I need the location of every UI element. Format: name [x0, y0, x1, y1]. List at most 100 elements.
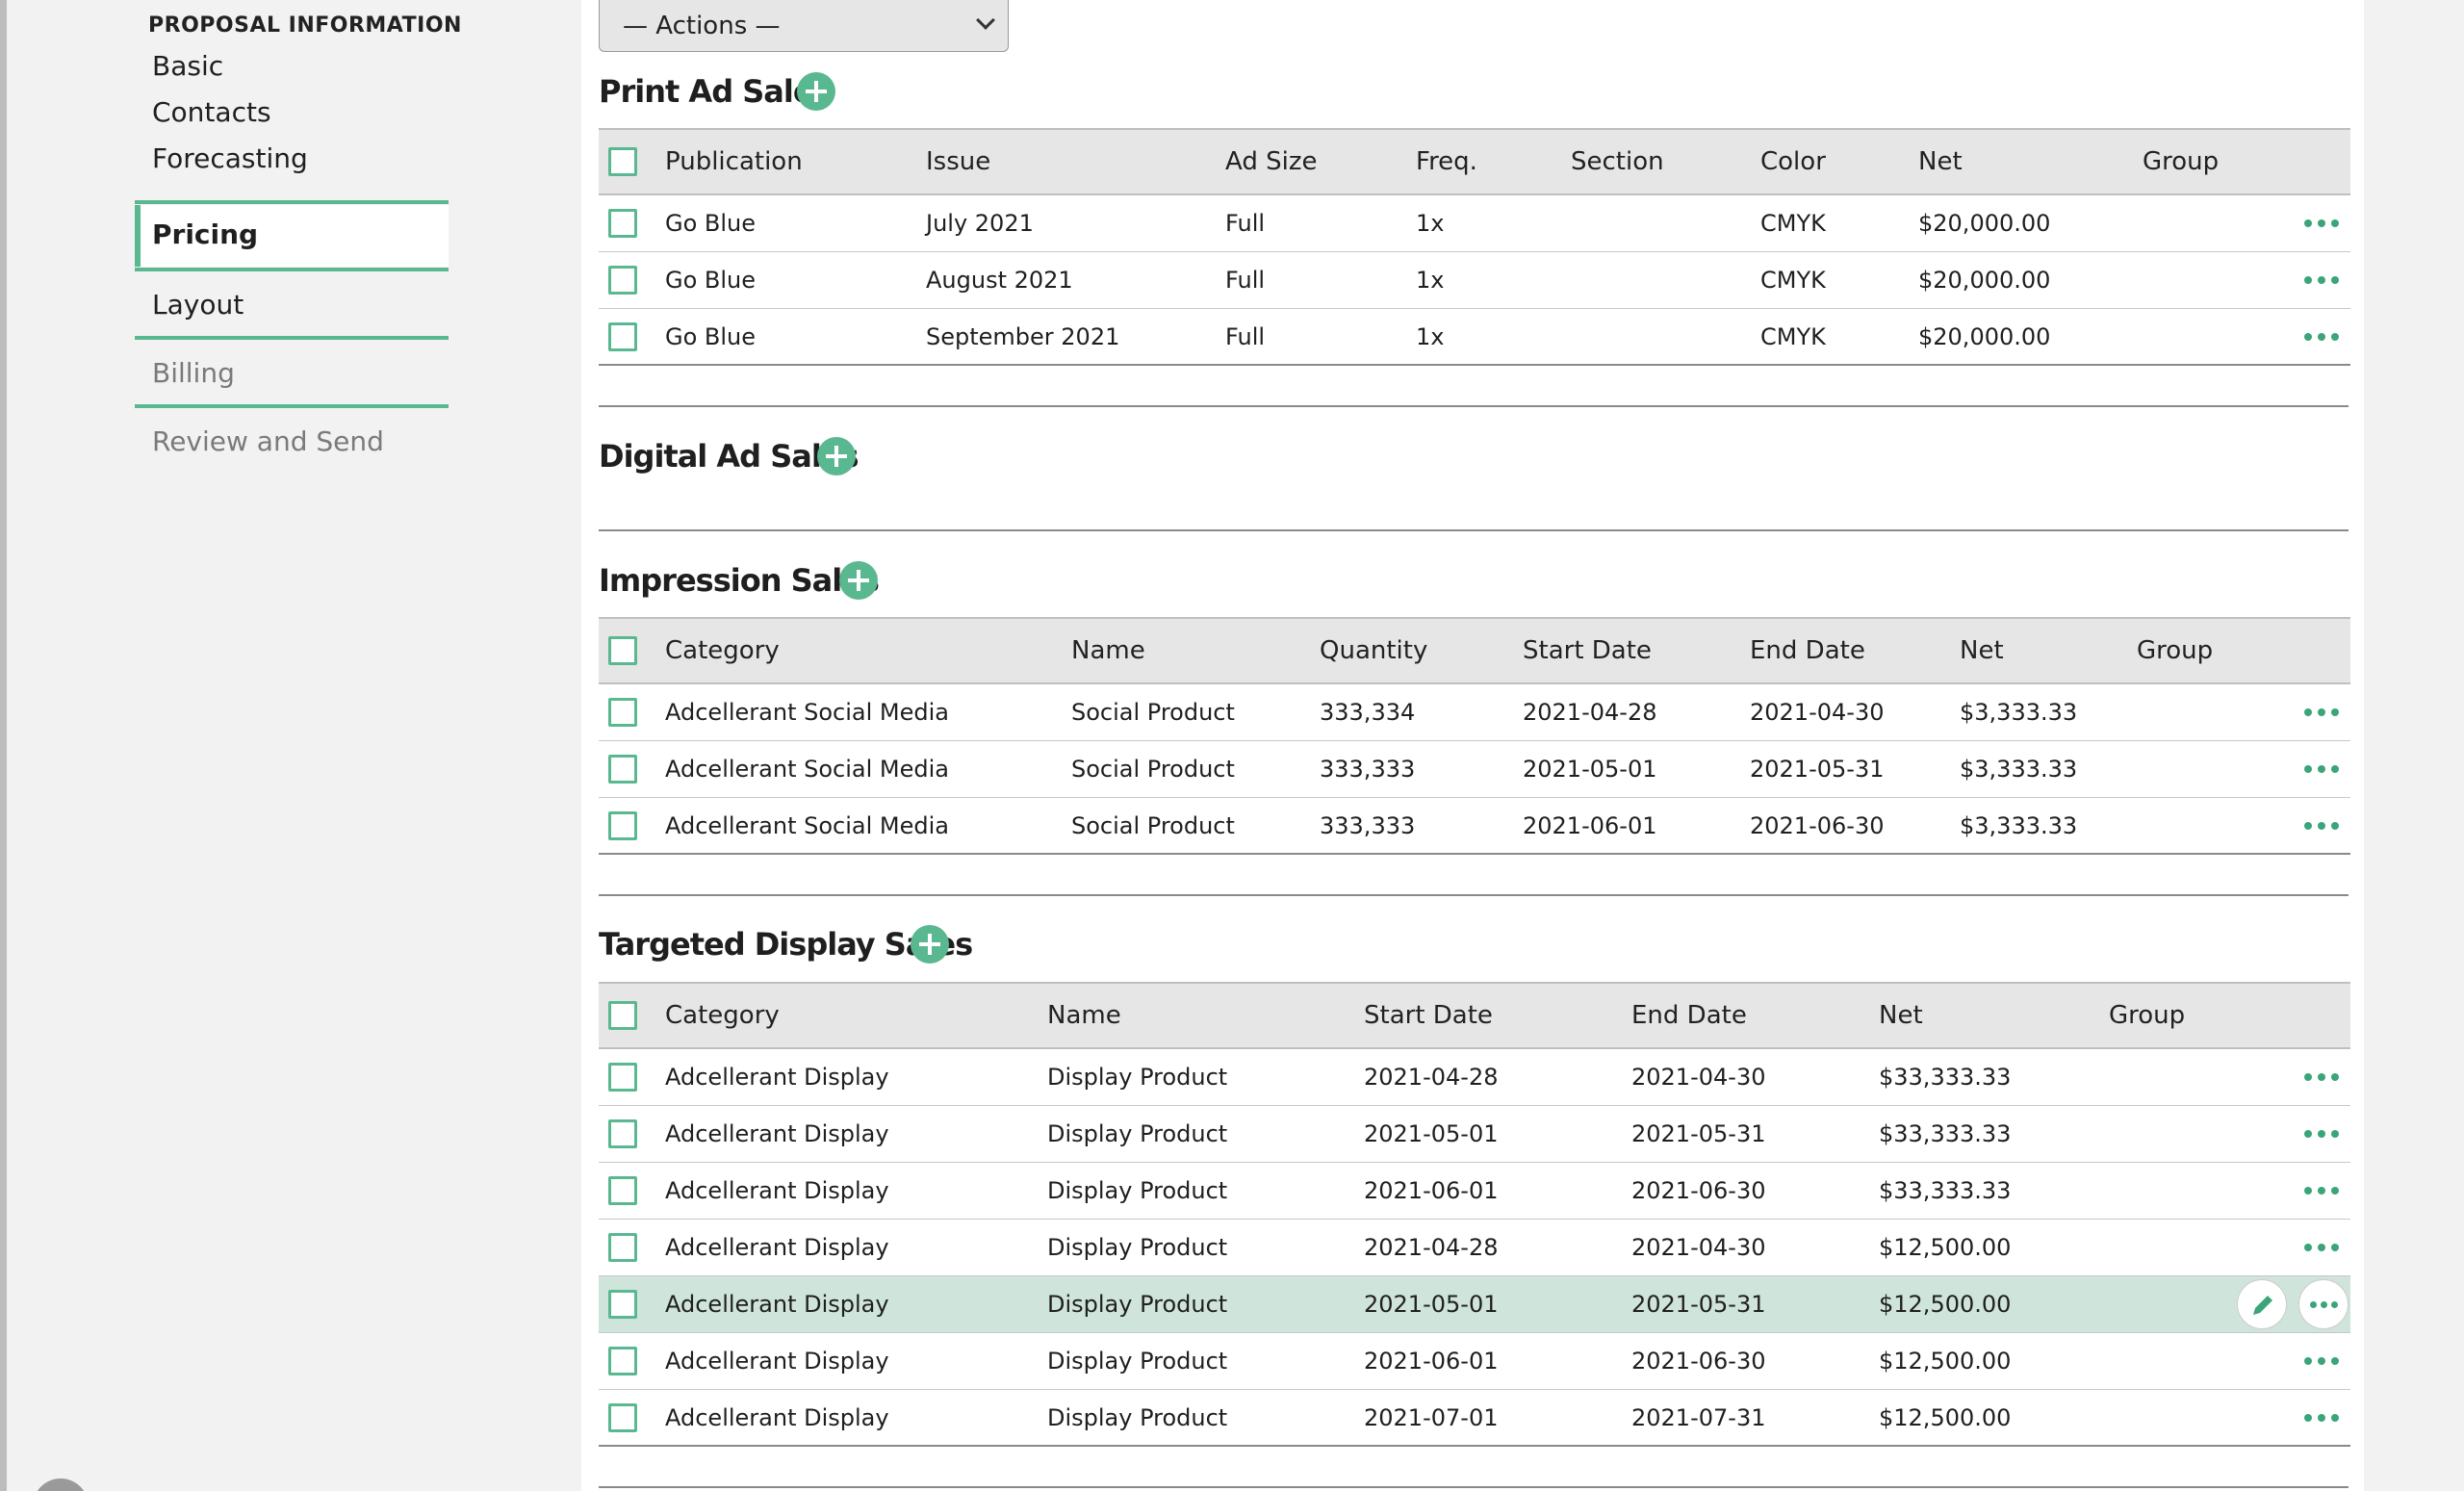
- cell-category: Adcellerant Display: [665, 1234, 889, 1261]
- table-row[interactable]: Adcellerant Display Display Product 2021…: [599, 1390, 2350, 1447]
- cell-publication: Go Blue: [665, 210, 757, 237]
- sidebar-divider: [135, 404, 449, 408]
- cell-color: CMYK: [1760, 267, 1826, 294]
- ellipsis-icon[interactable]: [2302, 275, 2341, 285]
- targeted-display-table: Category Name Start Date End Date Net Gr…: [599, 982, 2350, 1447]
- row-checkbox[interactable]: [608, 810, 637, 840]
- table-row[interactable]: Go Blue August 2021 Full 1x CMYK $20,000…: [599, 252, 2350, 309]
- column-header[interactable]: Freq.: [1416, 147, 1477, 176]
- row-checkbox[interactable]: [608, 209, 637, 238]
- column-header[interactable]: Net: [1960, 636, 2004, 665]
- ellipsis-icon[interactable]: [2302, 1186, 2341, 1195]
- ellipsis-icon[interactable]: [2302, 332, 2341, 342]
- row-checkbox[interactable]: [608, 1233, 637, 1262]
- cell-color: CMYK: [1760, 210, 1826, 237]
- select-all-checkbox[interactable]: [608, 147, 637, 176]
- row-checkbox[interactable]: [608, 266, 637, 295]
- column-header[interactable]: Start Date: [1523, 636, 1652, 665]
- sidebar-item-contacts[interactable]: Contacts: [152, 96, 271, 128]
- table-row[interactable]: Adcellerant Social Media Social Product …: [599, 741, 2350, 798]
- ellipsis-icon[interactable]: [2298, 1279, 2348, 1329]
- column-header[interactable]: Quantity: [1320, 636, 1428, 665]
- cell-start-date: 2021-05-01: [1364, 1120, 1499, 1147]
- column-header[interactable]: Section: [1571, 147, 1664, 176]
- section-divider: [599, 529, 2348, 531]
- column-header[interactable]: Net: [1879, 1001, 1923, 1030]
- ellipsis-icon[interactable]: [2302, 707, 2341, 717]
- row-checkbox[interactable]: [608, 1119, 637, 1148]
- cell-start-date: 2021-05-01: [1523, 756, 1657, 783]
- select-all-checkbox[interactable]: [608, 1001, 637, 1030]
- column-header[interactable]: Group: [2137, 636, 2214, 665]
- select-all-checkbox[interactable]: [608, 636, 637, 665]
- sidebar-divider: [135, 268, 449, 271]
- cell-start-date: 2021-06-01: [1523, 811, 1657, 839]
- cell-end-date: 2021-05-31: [1750, 756, 1885, 783]
- table-row[interactable]: Adcellerant Display Display Product 2021…: [599, 1106, 2350, 1163]
- column-header[interactable]: Group: [2109, 1001, 2186, 1030]
- ellipsis-icon[interactable]: [2302, 1129, 2341, 1139]
- cell-category: Adcellerant Display: [665, 1403, 889, 1431]
- column-header[interactable]: Net: [1918, 147, 1963, 176]
- column-header[interactable]: Ad Size: [1225, 147, 1318, 176]
- column-header[interactable]: End Date: [1631, 1001, 1747, 1030]
- cell-name: Display Product: [1047, 1291, 1228, 1318]
- table-row[interactable]: Adcellerant Social Media Social Product …: [599, 684, 2350, 741]
- ellipsis-icon[interactable]: [2302, 821, 2341, 831]
- column-header[interactable]: Name: [1047, 1001, 1121, 1030]
- table-row[interactable]: Go Blue September 2021 Full 1x CMYK $20,…: [599, 309, 2350, 366]
- column-header[interactable]: Category: [665, 1001, 780, 1030]
- sidebar-step-layout[interactable]: Layout: [152, 289, 244, 321]
- table-row[interactable]: Go Blue July 2021 Full 1x CMYK $20,000.0…: [599, 195, 2350, 252]
- edit-row-button[interactable]: [2237, 1279, 2287, 1329]
- row-checkbox[interactable]: [608, 321, 637, 351]
- actions-select[interactable]: — Actions —: [599, 0, 1009, 52]
- row-checkbox[interactable]: [608, 1347, 637, 1375]
- cell-ad-size: Full: [1225, 267, 1266, 294]
- column-header[interactable]: Category: [665, 636, 780, 665]
- cell-freq: 1x: [1416, 210, 1445, 237]
- cell-ad-size: Full: [1225, 210, 1266, 237]
- ellipsis-icon[interactable]: [2302, 1356, 2341, 1366]
- column-header[interactable]: Group: [2143, 147, 2220, 176]
- ellipsis-icon[interactable]: [2302, 764, 2341, 774]
- cell-end-date: 2021-05-31: [1631, 1291, 1766, 1318]
- column-header[interactable]: End Date: [1750, 636, 1865, 665]
- sidebar-item-forecasting[interactable]: Forecasting: [152, 142, 308, 174]
- column-header[interactable]: Start Date: [1364, 1001, 1493, 1030]
- add-print-ad-button[interactable]: [797, 72, 835, 111]
- table-row[interactable]: Adcellerant Display Display Product 2021…: [599, 1049, 2350, 1106]
- table-row[interactable]: Adcellerant Display Display Product 2021…: [599, 1220, 2350, 1276]
- table-row[interactable]: Adcellerant Display Display Product 2021…: [599, 1333, 2350, 1390]
- ellipsis-icon[interactable]: [2302, 1243, 2341, 1252]
- sidebar-step-pricing[interactable]: Pricing: [135, 205, 449, 267]
- add-targeted-display-button[interactable]: [911, 925, 949, 964]
- sidebar-step-review-and-send: Review and Send: [152, 425, 384, 457]
- table-row-highlighted[interactable]: Adcellerant Display Display Product 2021…: [599, 1276, 2350, 1333]
- table-row[interactable]: Adcellerant Display Display Product 2021…: [599, 1163, 2350, 1220]
- cell-freq: 1x: [1416, 322, 1445, 350]
- ellipsis-icon[interactable]: [2302, 1413, 2341, 1423]
- column-header[interactable]: Name: [1071, 636, 1145, 665]
- cell-start-date: 2021-05-01: [1364, 1291, 1499, 1318]
- add-impression-button[interactable]: [839, 561, 878, 600]
- window-edge: [0, 0, 7, 1491]
- column-header[interactable]: Color: [1760, 147, 1826, 176]
- row-checkbox[interactable]: [608, 755, 637, 784]
- row-checkbox[interactable]: [608, 1290, 637, 1319]
- add-digital-ad-button[interactable]: [817, 437, 856, 476]
- table-row[interactable]: Adcellerant Social Media Social Product …: [599, 798, 2350, 855]
- ellipsis-icon[interactable]: [2302, 219, 2341, 228]
- ellipsis-icon[interactable]: [2302, 1072, 2341, 1082]
- row-checkbox[interactable]: [608, 698, 637, 727]
- section-title-digital-ad-sales: Digital Ad Sales: [599, 438, 860, 475]
- column-header[interactable]: Publication: [665, 147, 803, 176]
- cell-quantity: 333,334: [1320, 699, 1416, 726]
- sidebar-item-basic[interactable]: Basic: [152, 50, 224, 82]
- column-header[interactable]: Issue: [926, 147, 991, 176]
- row-checkbox[interactable]: [608, 1063, 637, 1092]
- sidebar-step-billing: Billing: [152, 357, 235, 389]
- row-checkbox[interactable]: [608, 1176, 637, 1205]
- row-checkbox[interactable]: [608, 1402, 637, 1432]
- scroll-to-top-button[interactable]: [33, 1478, 89, 1491]
